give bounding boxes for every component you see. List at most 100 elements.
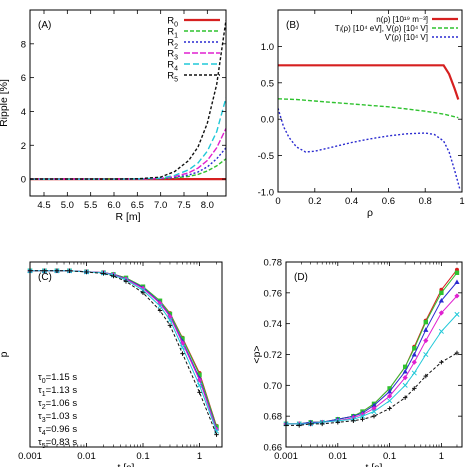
data-point [411,359,417,365]
series-line-r5 [30,19,226,180]
data-point [167,314,173,320]
series-lines-a [30,19,226,181]
tau-annotation-1: τ1=1.13 s [38,385,77,398]
series-panel-d-4 [283,311,460,427]
data-point [123,276,129,282]
y-tick-label: 8 [21,39,26,50]
y-tick-label: 0.74 [264,319,283,330]
series-panel-d-5 [283,350,460,428]
x-tick-label: 5.0 [61,200,74,211]
data-point [423,319,428,325]
data-point [371,408,377,415]
tau-annotation-3: τ3=1.03 s [38,411,77,424]
legend-label-b-0: n(ρ) [10¹⁹ m⁻³] [376,15,428,24]
data-point [84,269,89,275]
data-point [454,270,460,275]
x-tick-label: 7.5 [177,200,190,211]
y-tick-label: 4 [21,107,26,118]
data-point [308,421,313,427]
data-point [179,340,186,346]
data-point [411,351,417,357]
series-line-panel-d-1 [286,272,458,425]
y-tick-label: -0.5 [258,151,274,162]
x-tick-label: 6.0 [107,200,120,211]
x-tick-label: 0.6 [382,196,395,207]
panel-label: (A) [38,20,51,31]
data-point [402,382,408,388]
y-tick-label: 0.70 [264,381,283,392]
series-line-panel-c-5 [30,270,217,435]
data-point [439,360,444,365]
series-line-panel-d-3 [286,295,458,425]
data-point [402,395,408,400]
series-panel-d-0 [284,267,459,426]
series-line-panel-d-5 [286,352,458,426]
panel-label: (B) [286,20,299,31]
data-point [167,323,173,328]
data-point [438,297,444,303]
x-tick-label: 0.8 [419,196,432,207]
data-point [42,268,47,274]
y-tick-label: 0.72 [264,350,283,361]
data-point [454,311,460,317]
y-tick-label: 6 [21,73,26,84]
data-point [386,393,393,399]
data-point [123,279,129,284]
y-tick-label: 2 [21,141,26,152]
data-point [111,273,116,279]
x-tick-label: 0.4 [345,196,358,207]
data-point [196,377,203,383]
data-point [371,402,377,408]
data-point [402,375,408,381]
legend-label-b-2: V'(ρ) [10⁴ V] [385,33,428,42]
data-point [67,268,72,274]
series-line-panel-d-2 [286,281,458,425]
data-point [320,421,325,427]
x-tick-label: 0.001 [274,451,298,462]
x-axis-label: t [s] [366,462,383,467]
data-point [335,420,340,425]
data-point [423,373,428,379]
tau-annotation-5: τ5=0.83 s [38,437,77,450]
x-axis-label: t [s] [118,462,135,467]
x-tick-label: 1 [197,451,202,462]
x-tick-label: 0.2 [308,196,321,207]
series-line-r4 [30,97,226,180]
data-point [402,364,408,370]
legend-label-r2: R2 [167,38,178,51]
data-point [387,406,392,411]
x-tick-label: 0.01 [77,451,96,462]
data-point [180,351,185,356]
tau-annotation-4: τ4=0.96 s [38,424,77,437]
panel-d: 0.001 0.01 0.1 1 0.66 0.68 0.70 0.72 0.74 0.76 0.7… [251,258,463,467]
data-point [412,346,417,351]
x-tick-label: 0.1 [383,451,396,462]
tau-annotations: τ0=1.15 sτ1=1.13 sτ2=1.06 sτ3=1.03 sτ4=0… [38,372,77,450]
y-tick-label: 0.78 [264,258,283,269]
series-line-r2 [30,147,226,180]
data-point [180,336,185,341]
data-point [101,271,106,276]
data-point [157,303,163,309]
panel-label: (C) [38,272,52,283]
data-point [297,423,302,428]
data-point [197,372,202,377]
legend-label-r5: R5 [167,71,178,84]
data-point [387,386,392,391]
legend-label-r0: R0 [167,16,178,29]
y-tick-label: 0.66 [264,443,283,454]
data-point [454,279,460,285]
x-tick-label: 0.001 [18,451,42,462]
data-point [213,426,220,432]
data-point [423,351,429,358]
data-point [412,386,417,391]
panel-a: 4.5 5.0 5.5 6.0 6.5 7.0 7.5 8.0 0 2 4 6 8 (A) R [m] Rip… [0,9,227,223]
data-point [387,398,393,404]
x-tick-label: 1 [459,196,464,207]
series-panel-c-5 [27,268,219,437]
legend-label-r1: R1 [167,27,178,40]
data-point [438,328,444,334]
x-tick-label: 7.0 [154,200,167,211]
data-point [359,413,366,419]
legend-label-b-1: Tᵢ(ρ) [10⁴ eV], V(ρ) [10⁴ V] [335,24,428,33]
